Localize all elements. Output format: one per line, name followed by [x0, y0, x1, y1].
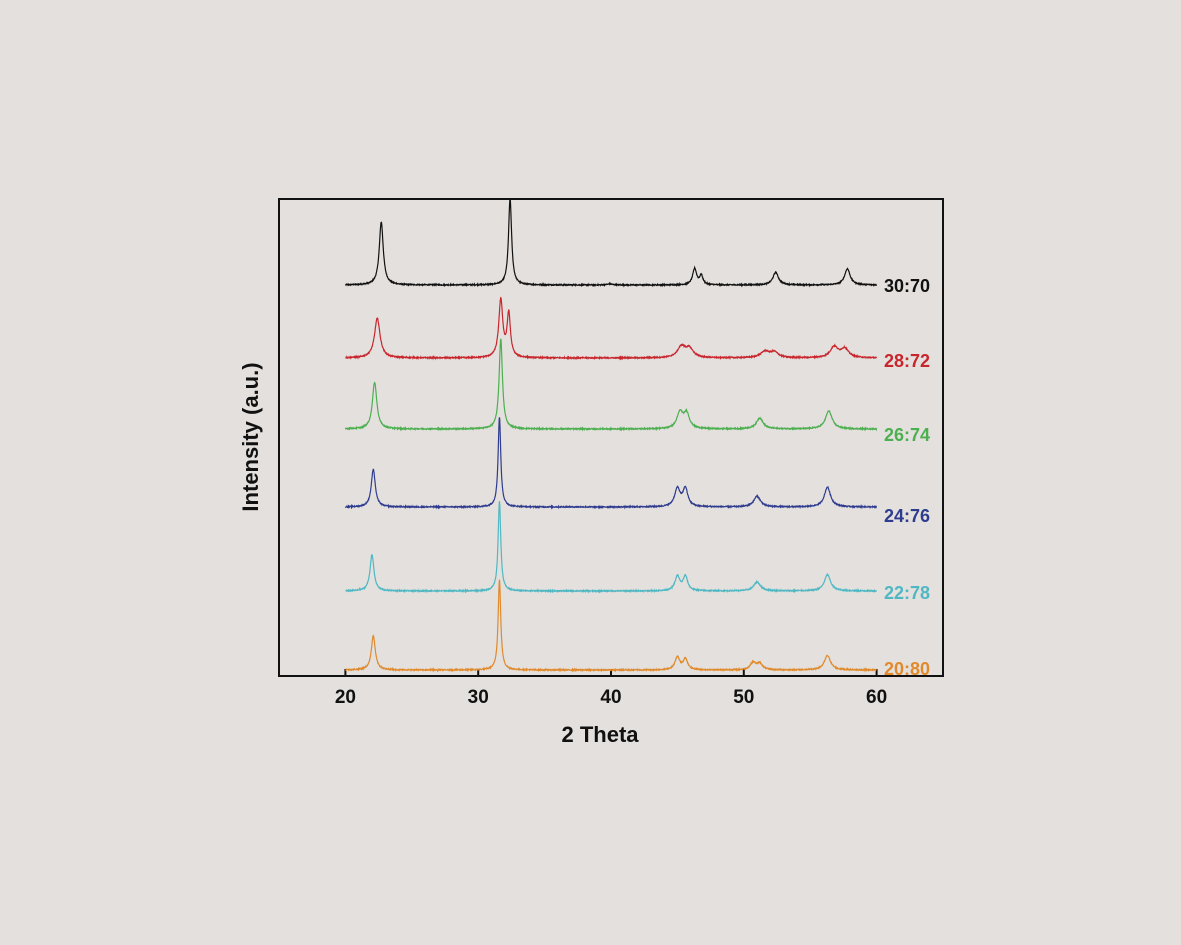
series-line-3 [344, 417, 877, 510]
series-label: 30:70 [884, 276, 930, 296]
series-line-5 [345, 579, 877, 673]
series-label: 28:72 [884, 351, 930, 371]
x-tick-label: 40 [600, 687, 621, 708]
series-label: 20:80 [884, 659, 930, 679]
x-tick-label: 60 [866, 687, 887, 708]
series-line-1 [345, 296, 878, 361]
series-line-2 [344, 338, 878, 432]
series-line-4 [345, 501, 877, 594]
series-line-0 [344, 197, 878, 288]
series-label: 22:78 [884, 583, 930, 603]
x-tick-label: 20 [335, 687, 356, 708]
x-tick-label: 50 [733, 687, 754, 708]
series-traces [344, 197, 878, 673]
y-axis-title: Intensity (a.u.) [238, 362, 263, 511]
x-tick-label: 30 [468, 687, 489, 708]
x-axis-ticks: 20 30 40 50 60 [335, 669, 887, 708]
series-label: 24:76 [884, 506, 930, 526]
plot-frame [278, 198, 944, 677]
x-axis-title: 2 Theta [561, 722, 639, 747]
series-labels: 30:70 28:72 26:74 24:76 22:78 20:80 [884, 276, 930, 679]
series-label: 26:74 [884, 425, 930, 445]
